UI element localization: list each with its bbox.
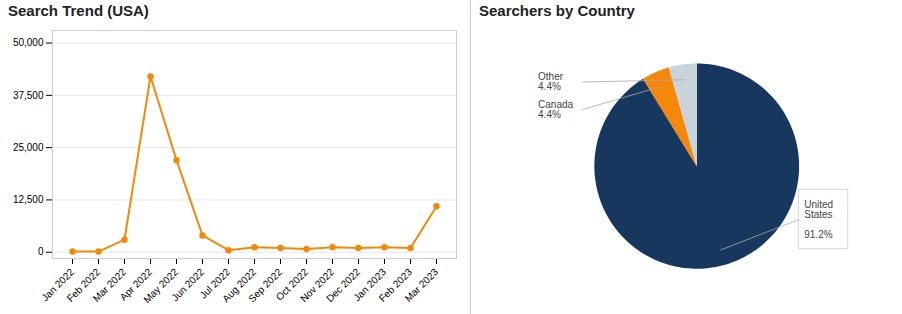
svg-text:25,000: 25,000	[13, 142, 44, 153]
svg-text:Apr 2022: Apr 2022	[117, 266, 155, 303]
svg-text:Oct 2022: Oct 2022	[273, 266, 311, 303]
svg-text:Jan 2023: Jan 2023	[351, 266, 389, 304]
svg-text:Feb 2022: Feb 2022	[64, 266, 103, 304]
svg-text:Sep 2022: Sep 2022	[246, 266, 285, 305]
svg-text:May 2022: May 2022	[141, 266, 181, 306]
svg-text:Jan 2022: Jan 2022	[39, 266, 77, 304]
svg-text:Other4.4%: Other4.4%	[538, 71, 564, 92]
svg-text:UnitedStates91.2%: UnitedStates91.2%	[804, 199, 833, 240]
svg-text:Feb 2023: Feb 2023	[376, 266, 415, 304]
svg-text:37,500: 37,500	[13, 90, 44, 101]
svg-text:Nov 2022: Nov 2022	[298, 266, 337, 305]
svg-text:Jun 2022: Jun 2022	[169, 266, 207, 304]
svg-text:12,500: 12,500	[13, 194, 44, 205]
svg-text:50,000: 50,000	[13, 37, 44, 48]
svg-text:0: 0	[38, 246, 44, 257]
svg-text:Dec 2022: Dec 2022	[324, 266, 363, 305]
svg-text:Jul 2022: Jul 2022	[197, 266, 233, 301]
html-text:Search Trend (USA): Search Trend (USA)	[8, 2, 149, 19]
svg-text:Mar 2023: Mar 2023	[403, 266, 441, 304]
svg-text:Canada4.4%: Canada4.4%	[538, 99, 573, 120]
svg-text:Aug 2022: Aug 2022	[220, 266, 259, 305]
html-text:Searchers by Country: Searchers by Country	[479, 2, 635, 19]
svg-text:Mar 2022: Mar 2022	[90, 266, 129, 304]
